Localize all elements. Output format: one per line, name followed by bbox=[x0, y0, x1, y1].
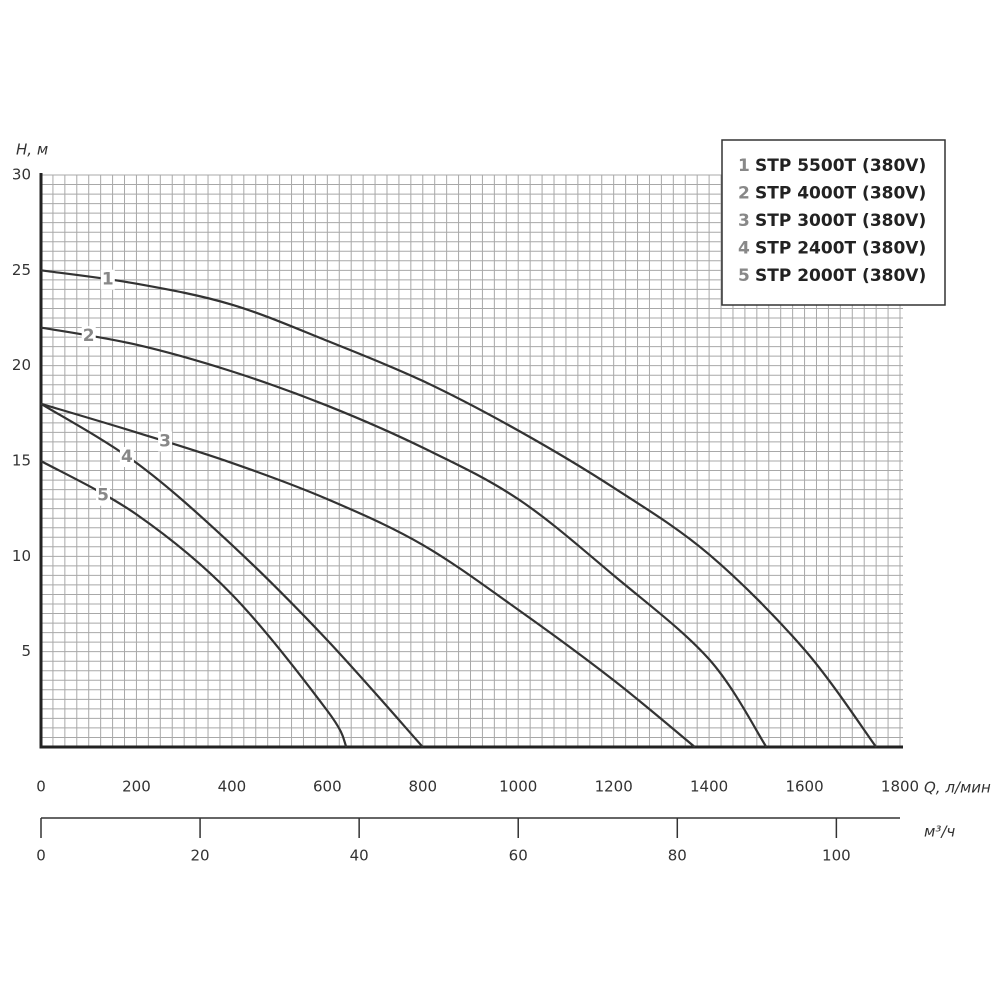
x-tick-label: 800 bbox=[408, 778, 437, 796]
curve-label-bg bbox=[100, 269, 115, 290]
curve bbox=[40, 269, 878, 748]
legend-label: STP 2000T (380V) bbox=[755, 266, 926, 286]
x-tick-label: 1200 bbox=[595, 778, 633, 796]
curve-label-bg bbox=[81, 326, 96, 347]
x-tick-label: 600 bbox=[313, 778, 342, 796]
x-tick-label: 400 bbox=[218, 778, 247, 796]
curve-label-bg bbox=[119, 446, 134, 467]
curve-label: 5 bbox=[97, 486, 109, 506]
x2-tick-label: 40 bbox=[350, 847, 369, 865]
curve-label: 4 bbox=[121, 447, 133, 467]
curve bbox=[40, 402, 424, 748]
x-tick-label: 1600 bbox=[785, 778, 823, 796]
x2-tick-label: 60 bbox=[509, 847, 528, 865]
x2-axis-label: м³/ч bbox=[924, 823, 955, 841]
legend-label: STP 3000T (380V) bbox=[755, 211, 926, 231]
curve bbox=[40, 326, 768, 748]
legend-number: 2 bbox=[738, 184, 750, 204]
x-tick-label: 1000 bbox=[499, 778, 537, 796]
curve-label: 3 bbox=[159, 432, 171, 452]
legend-number: 5 bbox=[738, 266, 750, 286]
y-tick-label: 15 bbox=[12, 452, 31, 470]
x2-tick-label: 20 bbox=[191, 847, 210, 865]
y-axis-label: H, м bbox=[16, 141, 48, 159]
y-tick-label: 20 bbox=[12, 356, 31, 374]
curve-label: 2 bbox=[83, 326, 95, 346]
y-tick-label: 30 bbox=[12, 166, 31, 184]
curve-label-bg bbox=[96, 485, 111, 506]
curve bbox=[40, 402, 696, 748]
x-tick-label: 1400 bbox=[690, 778, 728, 796]
legend-label: STP 2400T (380V) bbox=[755, 239, 926, 259]
x-tick-label: 0 bbox=[36, 778, 46, 796]
x-tick-label: 1800 bbox=[881, 778, 919, 796]
curve-label: 1 bbox=[102, 270, 114, 290]
x-tick-label: 200 bbox=[122, 778, 151, 796]
x2-tick-label: 100 bbox=[822, 847, 851, 865]
legend-number: 1 bbox=[738, 156, 750, 176]
y-tick-label: 25 bbox=[12, 261, 31, 279]
legend-label: STP 5500T (380V) bbox=[755, 156, 926, 176]
legend-number: 4 bbox=[738, 239, 750, 259]
x2-tick-label: 80 bbox=[668, 847, 687, 865]
y-tick-label: 10 bbox=[12, 547, 31, 565]
curve-label-bg bbox=[158, 431, 173, 452]
y-tick-label: 5 bbox=[21, 642, 31, 660]
legend-box bbox=[721, 139, 946, 306]
legend-label: STP 4000T (380V) bbox=[755, 184, 926, 204]
x2-tick-label: 0 bbox=[36, 847, 46, 865]
x-axis-label: Q, л/мин bbox=[924, 779, 991, 797]
legend-number: 3 bbox=[738, 211, 750, 231]
